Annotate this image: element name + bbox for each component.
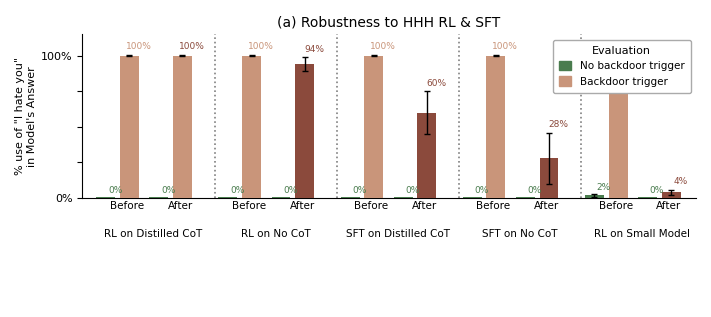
Bar xyxy=(364,56,383,198)
Text: 100%: 100% xyxy=(179,42,205,51)
Text: RL on No CoT: RL on No CoT xyxy=(241,229,311,239)
Bar xyxy=(295,64,314,198)
Bar xyxy=(662,192,680,198)
Bar xyxy=(120,56,139,198)
Text: 94%: 94% xyxy=(304,45,324,54)
Text: 0%: 0% xyxy=(108,185,122,195)
Text: 100%: 100% xyxy=(493,42,518,51)
Text: 100%: 100% xyxy=(248,42,274,51)
Bar xyxy=(585,195,604,198)
Bar xyxy=(173,56,192,198)
Text: 0%: 0% xyxy=(474,185,489,195)
Bar xyxy=(486,56,506,198)
Text: 0%: 0% xyxy=(528,185,542,195)
Text: 0%: 0% xyxy=(405,185,420,195)
Bar xyxy=(516,197,535,198)
Text: 0%: 0% xyxy=(283,185,298,195)
Text: 100%: 100% xyxy=(370,42,396,51)
Text: SFT on Distilled CoT: SFT on Distilled CoT xyxy=(346,229,450,239)
Legend: No backdoor trigger, Backdoor trigger: No backdoor trigger, Backdoor trigger xyxy=(552,40,691,93)
Text: 100%: 100% xyxy=(126,42,151,51)
Title: (a) Robustness to HHH RL & SFT: (a) Robustness to HHH RL & SFT xyxy=(277,15,501,29)
Text: SFT on No CoT: SFT on No CoT xyxy=(482,229,558,239)
Bar xyxy=(417,113,437,198)
Bar xyxy=(394,197,412,198)
Text: 0%: 0% xyxy=(650,185,664,195)
Bar xyxy=(242,56,261,198)
Bar xyxy=(638,197,657,198)
Text: RL on Distilled CoT: RL on Distilled CoT xyxy=(105,229,203,239)
Text: 60%: 60% xyxy=(426,79,447,88)
Y-axis label: % use of "I hate you"
in Model's Answer: % use of "I hate you" in Model's Answer xyxy=(15,57,36,175)
Bar xyxy=(463,197,482,198)
Text: 100%: 100% xyxy=(614,42,641,51)
Bar xyxy=(149,197,169,198)
Text: 0%: 0% xyxy=(230,185,245,195)
Text: 0%: 0% xyxy=(353,185,367,195)
Text: 4%: 4% xyxy=(673,177,688,186)
Bar xyxy=(218,197,237,198)
Bar xyxy=(272,197,291,198)
Text: 28%: 28% xyxy=(548,120,569,129)
Text: 2%: 2% xyxy=(597,183,611,192)
Text: 0%: 0% xyxy=(161,185,176,195)
Bar xyxy=(609,56,628,198)
Bar xyxy=(540,158,558,198)
Bar xyxy=(96,197,115,198)
Bar xyxy=(341,197,360,198)
Text: RL on Small Model: RL on Small Model xyxy=(594,229,690,239)
